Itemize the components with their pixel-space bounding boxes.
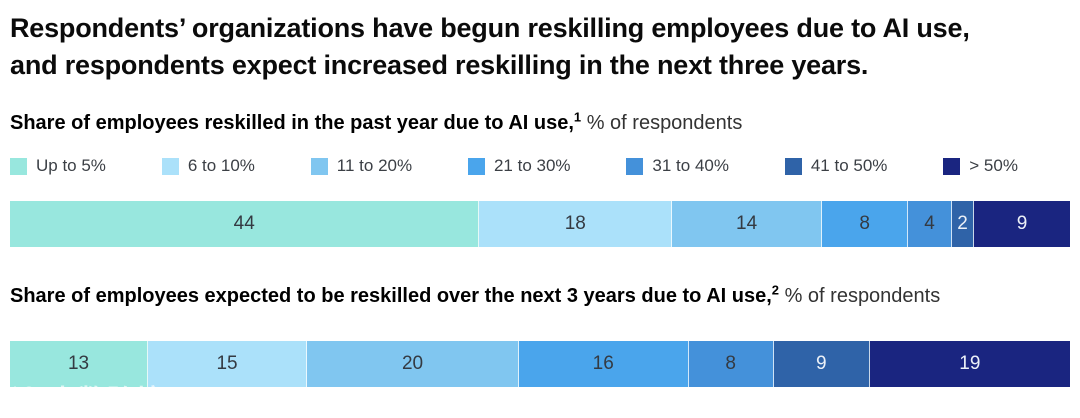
legend-item: 6 to 10% (161, 156, 255, 176)
page-title-line-2: and respondents expect increased reskill… (10, 50, 869, 80)
bar-segment: 18 (479, 201, 673, 247)
bar-segment: 15 (148, 341, 308, 387)
legend-swatch (784, 157, 802, 175)
legend-label: 31 to 40% (652, 156, 729, 175)
bar-segment: 9 (773, 341, 870, 387)
bar-segment: 16 (518, 341, 689, 387)
legend-swatch (10, 157, 27, 175)
legend-item: Up to 5% (10, 156, 106, 176)
legend-label: Up to 5% (36, 156, 106, 175)
legend-label: > 50% (969, 156, 1018, 175)
bar-segment: 20 (307, 341, 519, 387)
legend-swatch (467, 157, 485, 175)
bar-segment: 2 (951, 201, 975, 247)
page-title-line-1: Respondents’ organizations have begun re… (10, 13, 970, 43)
legend-label: 41 to 50% (810, 156, 888, 175)
legend-label: 21 to 30% (493, 156, 571, 175)
chart-subtitle-unit: % of respondents (586, 112, 743, 134)
chart-subtitle-next-3-years: Share of employees expected to be reskil… (10, 282, 1070, 308)
legend-swatch (943, 157, 961, 175)
bar-segment: 4 (908, 201, 952, 247)
legend-swatch (310, 157, 328, 175)
legend-swatch (626, 157, 644, 175)
bar-segment: 8 (688, 341, 774, 387)
legend-item: 11 to 20% (310, 156, 413, 176)
legend-item: 41 to 50% (784, 156, 888, 176)
chart-subtitle-text: Share of employees expected to be reskil… (10, 285, 772, 307)
stacked-bar-next-3-years: 13 15 20 16 8 9 19 (10, 341, 1070, 387)
legend-label: 6 to 10% (187, 156, 255, 175)
legend-label: 11 to 20% (336, 156, 413, 175)
chart-subtitle-unit: % of respondents (784, 285, 941, 307)
page-title: Respondents’ organizations have begun re… (10, 10, 1070, 84)
bar-segment: 8 (822, 201, 909, 247)
bar-segment: 14 (672, 201, 823, 247)
bar-segment: 44 (10, 201, 480, 247)
chart-subtitle-past-year: Share of employees reskilled in the past… (10, 109, 1070, 135)
legend: Up to 5% 6 to 10% 11 to 20% 21 to 30% 31 to … (10, 156, 1018, 176)
legend-swatch (161, 157, 179, 175)
bar-segment: 9 (974, 201, 1070, 247)
bar-segment: 19 (869, 341, 1070, 387)
stacked-bar-past-year: 44 18 14 8 4 2 9 (10, 201, 1070, 247)
bar-segment: 13 (10, 341, 149, 387)
footnote-marker-2: 2 (771, 282, 780, 298)
legend-item: 31 to 40% (626, 156, 729, 176)
legend-item: > 50% (943, 156, 1018, 176)
footnote-marker-1: 1 (573, 109, 582, 125)
chart-subtitle-text: Share of employees reskilled in the past… (10, 112, 574, 134)
legend-item: 21 to 30% (467, 156, 571, 176)
